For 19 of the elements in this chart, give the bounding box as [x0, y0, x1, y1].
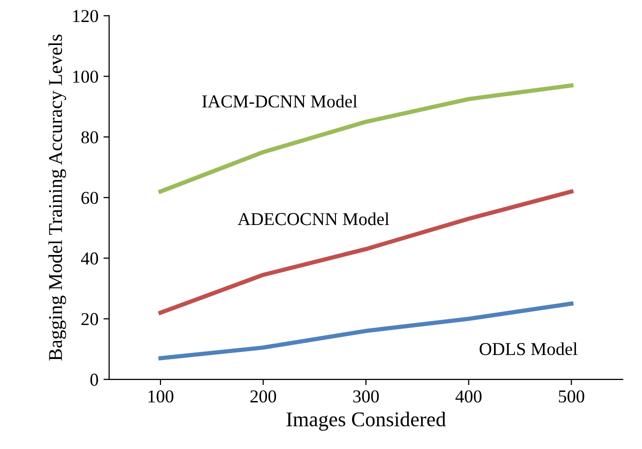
x-tick-label: 200 [250, 390, 276, 403]
line-series [158, 83, 574, 194]
line-series [158, 189, 574, 315]
x-tick-label: 300 [353, 390, 379, 403]
y-tick-label: 60 [81, 192, 98, 204]
y-tick-label: 80 [81, 131, 98, 144]
series-label: IACM-DCNN Model [202, 94, 358, 108]
y-tick-label: 0 [90, 374, 98, 386]
x-tick-label: 400 [455, 390, 482, 403]
y-tick-label: 100 [73, 70, 98, 83]
series-label: ADECOCNN Model [238, 212, 390, 226]
series-label: ODLS Model [480, 342, 578, 356]
x-tick-label: 100 [148, 390, 174, 403]
y-tick-label: 40 [81, 252, 98, 265]
y-tick-label: 20 [81, 313, 98, 326]
y-tick-label: 120 [73, 10, 98, 22]
y-axis-title: Bagging Model Training Accuracy Levels [48, 34, 66, 361]
x-axis-title: Images Considered [286, 412, 446, 431]
x-tick-label: 500 [558, 390, 584, 403]
